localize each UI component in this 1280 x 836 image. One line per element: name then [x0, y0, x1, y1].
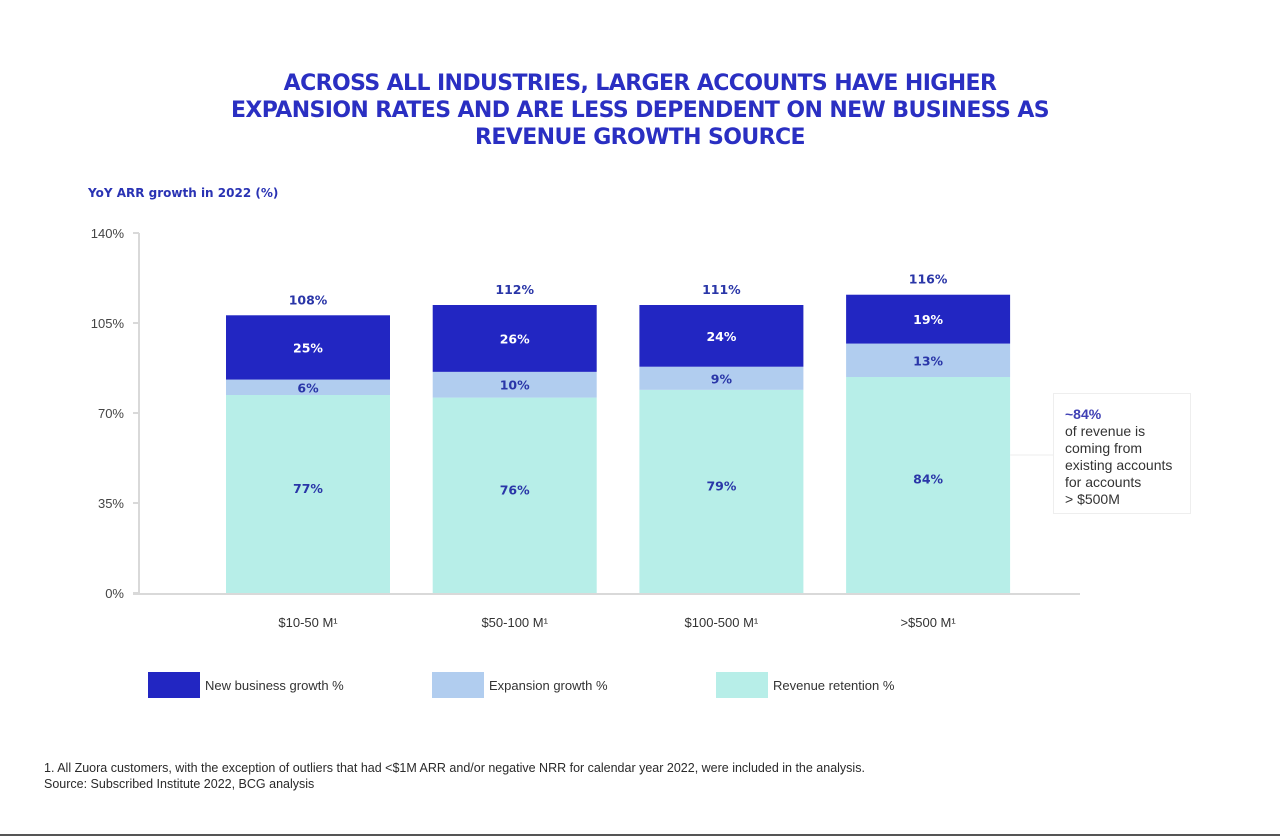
bar-segment-retention — [226, 395, 390, 593]
bar-segment-expansion — [226, 379, 390, 395]
data-label-new-business: 24% — [706, 329, 736, 344]
chart-title: ACROSS ALL INDUSTRIES, LARGER ACCOUNTS H… — [0, 70, 1280, 151]
legend-label: Revenue retention % — [773, 678, 895, 693]
annotation-highlight: ~84% — [1065, 406, 1102, 422]
bar-segment-new-business — [226, 315, 390, 380]
data-label-new-business: 26% — [500, 331, 530, 346]
x-tick-label: >$500 M¹ — [900, 615, 956, 630]
data-label-retention: 76% — [500, 482, 530, 497]
bar-segment-retention — [639, 389, 804, 593]
bar-segment-expansion — [432, 371, 597, 398]
y-tick-label: 70% — [98, 406, 124, 421]
bar-segment-new-business — [639, 305, 804, 367]
total-label: 112% — [495, 282, 534, 297]
bar-segment-new-business — [846, 294, 1011, 344]
y-tick-label: 140% — [91, 226, 125, 241]
x-tick-label: $10-50 M¹ — [278, 615, 338, 630]
source-text: Source: Subscribed Institute 2022, BCG a… — [44, 777, 315, 791]
chart-title-line: EXPANSION RATES AND ARE LESS DEPENDENT O… — [230, 98, 1050, 123]
chart-title-line: ACROSS ALL INDUSTRIES, LARGER ACCOUNTS H… — [283, 71, 997, 96]
annotation-line: coming from — [1065, 440, 1143, 456]
legend-swatch-new-business — [148, 672, 200, 698]
total-label: 108% — [289, 292, 328, 307]
chart-title-line: REVENUE GROWTH SOURCE — [475, 125, 806, 150]
y-tick-label: 0% — [105, 586, 124, 601]
bar-segment-retention — [432, 397, 597, 593]
legend-swatch-expansion — [432, 672, 484, 698]
footnotes: 1. All Zuora customers, with the excepti… — [44, 760, 865, 792]
data-label-expansion: 6% — [297, 380, 319, 395]
annotation-line: for accounts — [1065, 474, 1142, 490]
data-label-new-business: 19% — [913, 312, 943, 327]
data-label-expansion: 13% — [913, 353, 943, 368]
data-label-expansion: 10% — [500, 378, 530, 393]
bottom-divider — [0, 834, 1280, 836]
data-label-new-business: 25% — [293, 340, 323, 355]
y-tick-label: 105% — [91, 316, 125, 331]
x-tick-label: $100-500 M¹ — [685, 615, 759, 630]
annotation-line: > $500M — [1065, 491, 1120, 507]
data-label-expansion: 9% — [711, 371, 733, 386]
annotation-callout: ~84% of revenue is coming from existing … — [1053, 393, 1191, 514]
y-tick-label: 35% — [98, 496, 124, 511]
y-axis-title: YoY ARR growth in 2022 (%) — [88, 186, 279, 200]
data-label-retention: 79% — [706, 478, 736, 493]
bar-segment-retention — [846, 377, 1011, 593]
bar-segment-expansion — [639, 366, 804, 390]
legend-swatch-retention — [716, 672, 768, 698]
x-tick-label: $50-100 M¹ — [481, 615, 548, 630]
legend-label: New business growth % — [205, 678, 344, 693]
annotation-line: of revenue is — [1065, 423, 1146, 439]
footnote-text: 1. All Zuora customers, with the excepti… — [44, 761, 865, 775]
data-label-retention: 84% — [913, 472, 943, 487]
data-label-retention: 77% — [293, 481, 323, 496]
legend-label: Expansion growth % — [489, 678, 608, 693]
annotation-line: existing accounts — [1065, 457, 1173, 473]
total-label: 116% — [909, 272, 948, 287]
total-label: 111% — [702, 282, 741, 297]
bar-segment-expansion — [846, 343, 1011, 377]
bar-segment-new-business — [432, 305, 597, 372]
